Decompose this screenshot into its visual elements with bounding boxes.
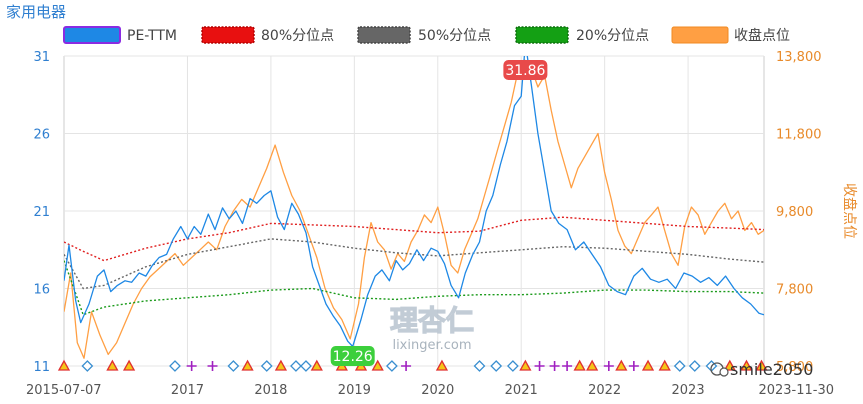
legend-label-50-percentile: 50%分位点 [418,28,491,44]
legend-label-pe-ttm: PE-TTM [127,28,177,44]
y-left-tick-label: 16 [33,283,50,298]
event-marker-plus [401,361,412,371]
y-axis-left-ticks: 11 16 21 26 31 [33,50,50,375]
watermark-logo: 理杏仁 [390,304,474,337]
y-right-tick-label: 9,800 [776,205,813,220]
event-marker-triangle [274,359,288,371]
event-marker-triangle [586,359,599,371]
min-label-box [330,346,375,366]
x-tick-label: 2015-07-07 [26,383,102,398]
event-marker-triangle [573,359,586,371]
y-left-tick-label: 21 [33,205,50,220]
event-markers [57,359,768,372]
event-marker-diamond [260,360,273,372]
x-tick-label: 2019 [338,383,371,398]
event-marker-plus [603,361,614,371]
watermark: 理杏仁 lixinger.com [389,303,474,353]
event-marker-triangle [641,359,655,371]
event-marker-diamond [227,360,240,372]
chart-title: 家用电器 [6,3,66,21]
series-line-0 [64,56,764,348]
y-right-tick-label: 5,800 [776,360,813,375]
legend-item-20-percentile[interactable]: 20%分位点 [515,26,649,44]
legend-label-80-percentile: 80%分位点 [261,28,334,44]
x-tick-label: 2022 [588,383,621,398]
event-marker-plus [549,361,560,371]
event-marker-triangle [755,359,768,371]
y-left-tick-label: 26 [33,128,50,143]
event-marker-triangle [241,359,254,371]
series-line-4 [64,59,764,359]
event-marker-plus [534,361,545,371]
x-tick-label: 2017 [171,383,204,398]
legend-label-close: 收盘点位 [734,27,790,44]
y-right-tick-label: 11,800 [776,128,822,143]
event-marker-diamond [290,360,302,372]
series-line-1 [64,216,764,262]
event-marker-diamond [300,360,312,372]
event-marker-triangle [57,359,71,371]
series-line-3 [64,260,764,316]
x-tick-label: 2023 [672,383,705,398]
min-label-text: 12.26 [333,349,373,365]
max-label-box [503,60,548,80]
legend-swatch-20-percentile [515,26,569,44]
x-axis-ticks: 2015-07-07 2017 2018 2019 2020 2021 2022 2023 20… [26,383,834,398]
legend-item-50-percentile[interactable]: 50%分位点 [357,26,491,44]
legend-item-pe-ttm[interactable]: PE-TTM [63,26,177,44]
series [64,56,764,359]
legend-item-80-percentile[interactable]: 80%分位点 [201,26,334,44]
event-marker-diamond [490,360,503,372]
y-right-tick-label: 7,800 [776,283,813,298]
max-label-text: 31.86 [505,63,545,79]
event-marker-diamond [169,360,181,372]
y-left-tick-label: 11 [33,360,50,375]
event-marker-triangle [371,359,384,371]
event-marker-diamond [506,360,519,372]
event-marker-diamond [473,360,486,372]
y-right-tick-label: 13,800 [776,50,822,65]
event-marker-plus [628,361,639,371]
event-marker-triangle [106,359,119,371]
event-marker-triangle [122,359,136,371]
x-tick-label: 2021 [505,383,538,398]
x-tick-label: 2018 [254,383,287,398]
event-marker-plus [562,361,573,371]
y-axis-right-ticks: 5,800 7,800 9,800 11,800 13,800 [776,50,822,375]
legend-item-close[interactable]: 收盘点位 [671,26,790,44]
event-marker-plus [186,361,197,371]
event-marker-diamond [81,360,94,372]
x-tick-label: 2020 [421,383,454,398]
legend-swatch-close [671,26,729,44]
legend-swatch-80-percentile [201,26,255,44]
legend: PE-TTM 80%分位点 50%分位点 20%分位点 收盘点位 [63,26,790,44]
event-marker-triangle [519,359,532,371]
event-marker-triangle [658,359,671,371]
event-marker-triangle [723,359,736,371]
event-marker-triangle [435,359,449,371]
y-axis-right-label: 收盘点位 [841,183,858,239]
annotations: 31.86 12.26 [330,60,548,366]
event-marker-plus [207,361,218,371]
event-marker-diamond [688,360,701,372]
y-left-tick-label: 31 [33,50,50,65]
event-marker-triangle [740,359,753,371]
event-marker-triangle [310,359,323,371]
x-tick-label: 2023-11-30 [758,383,834,398]
wechat-icon-bubble [719,367,729,377]
watermark-url: lixinger.com [392,338,471,353]
legend-label-20-percentile: 20%分位点 [576,28,649,44]
event-marker-triangle [615,359,628,371]
attribution-text: smile2050 [730,360,813,379]
legend-swatch-pe-ttm [63,26,121,44]
attribution: smile2050 [710,360,813,379]
event-marker-diamond [673,360,686,372]
series-line-2 [64,238,764,290]
legend-swatch-50-percentile [357,26,411,44]
event-marker-diamond [385,360,398,372]
